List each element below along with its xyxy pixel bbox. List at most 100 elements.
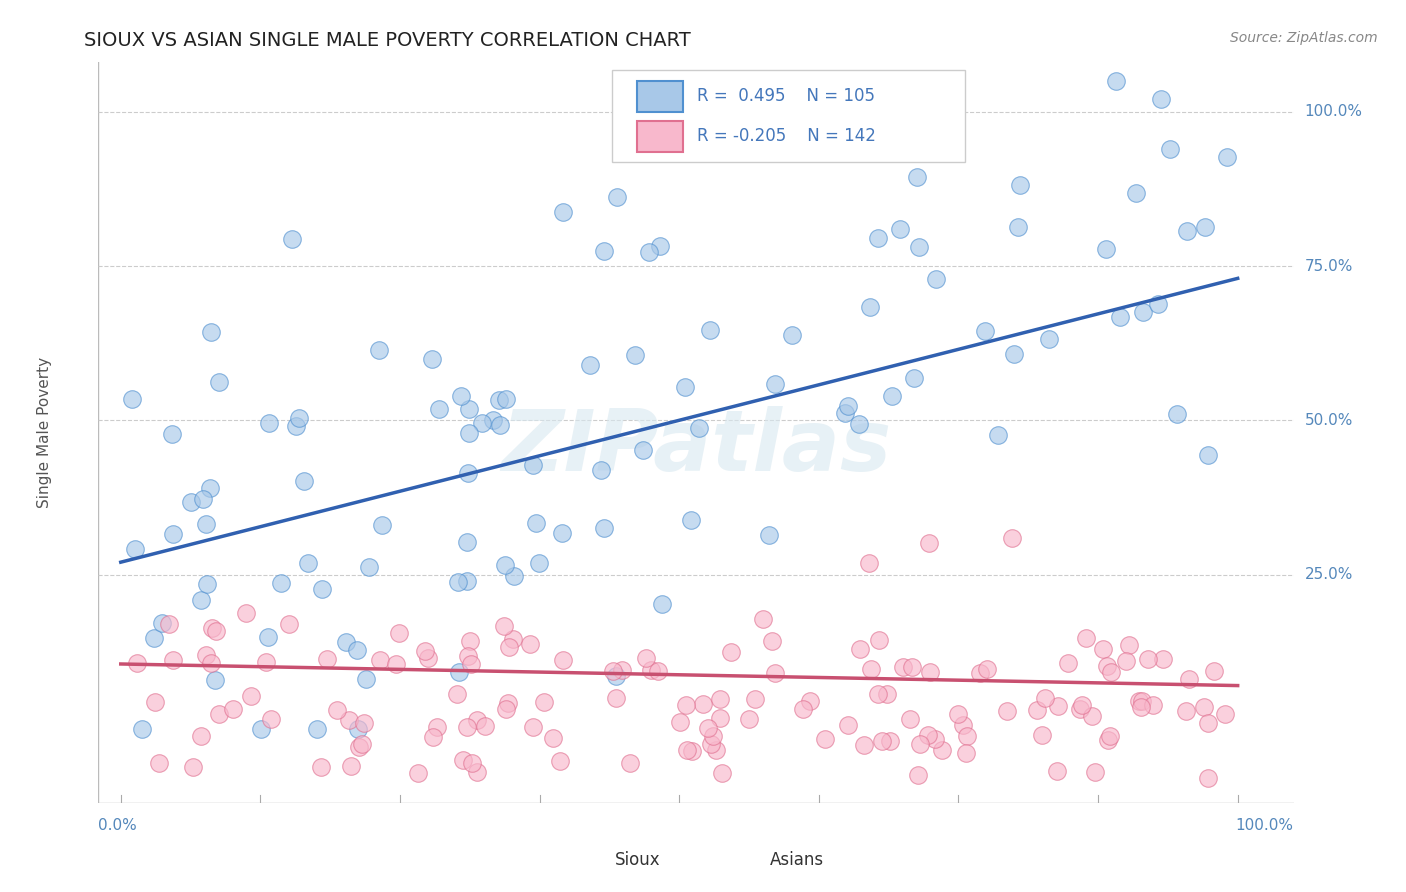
Point: [692, 697, 714, 711]
Point: [955, 746, 977, 760]
Point: [194, 517, 217, 532]
Point: [347, 739, 370, 754]
Point: [709, 711, 731, 725]
Point: [1094, 242, 1116, 256]
Point: [901, 659, 924, 673]
Point: [465, 765, 488, 780]
Point: [190, 730, 212, 744]
Text: Single Male Poverty: Single Male Poverty: [37, 357, 52, 508]
Point: [605, 669, 627, 683]
FancyBboxPatch shape: [637, 120, 683, 152]
Point: [606, 189, 628, 203]
Point: [456, 720, 478, 734]
Point: [648, 239, 671, 253]
Point: [201, 622, 224, 636]
Point: [917, 728, 939, 742]
Point: [1130, 700, 1153, 714]
Point: [460, 657, 482, 672]
Point: [524, 516, 547, 530]
Point: [640, 663, 662, 677]
Point: [1178, 673, 1201, 687]
Point: [148, 756, 170, 770]
Point: [353, 715, 375, 730]
Point: [752, 611, 775, 625]
Point: [879, 734, 901, 748]
Point: [647, 664, 669, 678]
Point: [195, 576, 218, 591]
Point: [194, 648, 217, 663]
Text: Sioux: Sioux: [614, 851, 661, 869]
Point: [1213, 706, 1236, 721]
Point: [346, 642, 368, 657]
Point: [503, 568, 526, 582]
Point: [1033, 690, 1056, 705]
Point: [1175, 704, 1198, 718]
Point: [541, 731, 564, 745]
Point: [1057, 657, 1080, 671]
Text: SIOUX VS ASIAN SINGLE MALE POVERTY CORRELATION CHART: SIOUX VS ASIAN SINGLE MALE POVERTY CORRE…: [84, 31, 692, 50]
Point: [292, 474, 315, 488]
Text: 50.0%: 50.0%: [1305, 413, 1353, 428]
Point: [1001, 531, 1024, 545]
Point: [1074, 632, 1097, 646]
Point: [1046, 764, 1069, 778]
Point: [335, 635, 357, 649]
Text: 100.0%: 100.0%: [1236, 818, 1294, 833]
Point: [1098, 729, 1121, 743]
Point: [204, 673, 226, 688]
Point: [1038, 332, 1060, 346]
Point: [668, 714, 690, 729]
Point: [673, 380, 696, 394]
Point: [270, 575, 292, 590]
Point: [924, 731, 946, 746]
Point: [457, 649, 479, 664]
Point: [681, 744, 703, 758]
Point: [1031, 729, 1053, 743]
Point: [593, 520, 616, 534]
Point: [1046, 698, 1069, 713]
Point: [956, 729, 979, 743]
Point: [494, 558, 516, 572]
Point: [350, 737, 373, 751]
Point: [1128, 694, 1150, 708]
Point: [1109, 310, 1132, 324]
Point: [969, 665, 991, 680]
Point: [457, 425, 479, 440]
Point: [1216, 150, 1239, 164]
Point: [413, 644, 436, 658]
Text: R =  0.495    N = 105: R = 0.495 N = 105: [697, 87, 875, 105]
Point: [388, 625, 411, 640]
Point: [309, 760, 332, 774]
Point: [1095, 659, 1118, 673]
Point: [591, 463, 613, 477]
Point: [422, 730, 444, 744]
Point: [1152, 652, 1174, 666]
Point: [891, 660, 914, 674]
Point: [1136, 652, 1159, 666]
Point: [460, 633, 482, 648]
Point: [1071, 698, 1094, 712]
Point: [602, 664, 624, 678]
Point: [368, 653, 391, 667]
Point: [946, 706, 969, 721]
Point: [284, 419, 307, 434]
Point: [481, 413, 503, 427]
Point: [200, 325, 222, 339]
Point: [180, 495, 202, 509]
Point: [461, 756, 484, 770]
Point: [1197, 715, 1219, 730]
Point: [143, 695, 166, 709]
Point: [451, 753, 474, 767]
Point: [1097, 732, 1119, 747]
Point: [157, 616, 180, 631]
Point: [1007, 219, 1029, 234]
Point: [384, 657, 406, 671]
Point: [450, 389, 472, 403]
Point: [1197, 771, 1219, 785]
Text: 100.0%: 100.0%: [1305, 104, 1362, 120]
Point: [1147, 297, 1170, 311]
Point: [903, 371, 925, 385]
Point: [239, 689, 262, 703]
Point: [880, 389, 903, 403]
Point: [420, 351, 443, 366]
